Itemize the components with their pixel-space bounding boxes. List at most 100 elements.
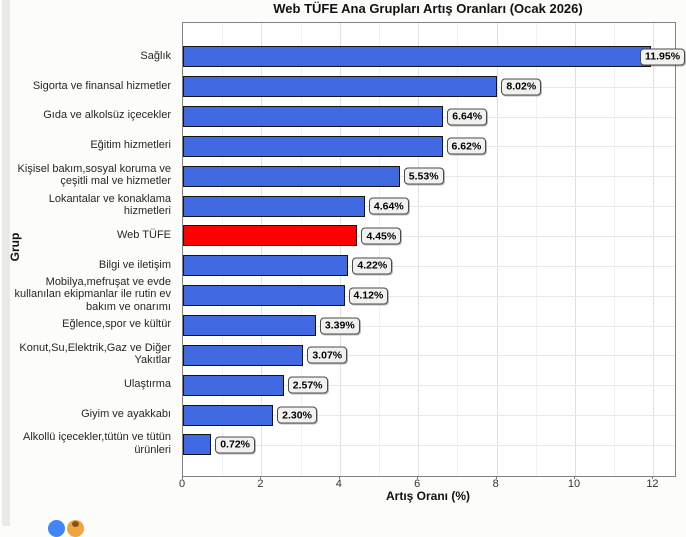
bar-row: 0.72% [183,430,675,460]
chart-title: Web TÜFE Ana Grupları Artış Oranları (Oc… [273,1,583,16]
category-gridline [183,236,675,238]
bar [183,285,345,307]
bar [183,255,349,277]
category-gridline [183,385,675,387]
bar [183,165,400,187]
value-label: 8.02% [501,78,542,96]
minor-gridline [614,23,616,476]
x-tick-label: 2 [257,478,264,490]
x-tick-label: 10 [567,478,581,490]
bar-row: 2.57% [183,370,675,400]
category-label: Sağlık [140,49,171,62]
x-tick-label: 8 [492,478,499,490]
x-tick-mark [417,476,419,479]
orange-circle-icon [67,520,84,537]
category-label: Ulaştırma [123,378,171,391]
bar [183,46,652,68]
y-axis-category-labels: Sağlık Sigorta ve finansal hizmetler Gıda … [0,22,176,475]
value-label: 4.45% [361,227,402,245]
category-label: Bilgi ve iletişim [98,258,171,271]
plot-area: 11.95% 8.02% 6.64% 6.62% 5.53% 4.64% 4.45% 4.22… [182,22,686,477]
x-tick-mark [652,476,654,479]
value-label: 4.22% [352,257,393,275]
value-label: 5.53% [403,167,444,185]
bar-row: 4.64% [183,191,675,221]
major-gridline [575,23,577,476]
category-label: Sigorta ve finansal hizmetler [32,79,171,92]
bar [183,135,443,157]
category-gridline [183,295,675,297]
category-label: Gıda ve alkolsüz içecekler [43,109,171,122]
value-label: 2.57% [287,376,328,394]
bar-row: 2.30% [183,400,675,430]
minor-gridline [457,23,459,476]
value-label: 6.62% [446,137,487,155]
orange-circle-icon-accent [72,521,79,527]
x-tick-mark [574,476,576,479]
category-label: Giyim ve ayakkabı [81,407,171,420]
x-tick-label: 6 [414,478,421,490]
category-label: Eğlence,spor ve kültür [62,318,171,331]
bar-row: 11.95% [183,42,686,72]
bar-row: 3.07% [183,341,675,371]
major-gridline [261,23,263,476]
bar [183,195,365,217]
category-gridline [183,325,675,327]
bar [183,434,212,456]
category-gridline [183,265,675,267]
bar [183,404,274,426]
value-label: 3.39% [319,317,360,335]
x-tick-label: 4 [335,478,342,490]
value-label: 6.64% [447,108,488,126]
minor-gridline [222,23,224,476]
category-label: Web TÜFE [117,228,171,241]
bar-row: 3.39% [183,311,675,341]
category-gridline [183,355,675,357]
category-label: Eğitim hizmetleri [90,139,171,152]
category-label: Lokantalar ve konaklama hizmetleri [48,192,171,218]
category-gridline [183,415,675,417]
major-gridline [496,23,498,476]
bar [183,106,444,128]
bar-chart-figure: Web TÜFE Ana Grupları Artış Oranları (Oc… [0,1,686,503]
minor-gridline [300,23,302,476]
bar [183,344,304,366]
x-axis-title: Artış Oranı (%) [385,489,470,503]
bar-row: 4.12% [183,281,675,311]
highlighted-bar [183,225,358,247]
value-label: 4.12% [348,287,389,305]
bar [183,374,284,396]
value-label: 4.64% [368,197,409,215]
minor-gridline [379,23,381,476]
category-gridline [183,444,675,446]
category-label: Konut,Su,Elektrik,Gaz ve Diğer Yakıtlar [19,341,171,367]
page-left-edge [2,0,10,526]
major-gridline [339,23,341,476]
category-label: Kişisel bakım,sosyal koruma ve çeşitli m… [17,162,171,188]
category-gridline [183,206,675,208]
x-tick-mark [338,476,340,479]
x-tick-mark [495,476,497,479]
minor-gridline [535,23,537,476]
major-gridline [653,23,655,476]
bar-row: 6.62% [183,132,675,162]
blue-circle-icon [48,520,65,537]
value-label: 11.95% [640,48,686,66]
bar-row: 5.53% [183,161,675,191]
bar [183,315,316,337]
value-label: 2.30% [277,406,317,424]
bar [183,76,498,98]
bar-row: 6.64% [183,102,675,132]
bar-row: 8.02% [183,72,675,102]
bar-row: 4.45% [183,221,675,251]
value-label: 3.07% [307,346,348,364]
major-gridline [418,23,420,476]
category-label: Alkollü içecekler,tütün ve tütün ürünler… [23,431,171,456]
x-tick-label: 12 [646,478,659,490]
value-label: 0.72% [215,436,255,454]
x-tick-label: 0 [178,478,186,490]
x-tick-mark [260,476,262,479]
bar-row: 4.22% [183,251,675,281]
x-tick-mark [182,476,183,479]
category-label: Mobilya,mefruşat ve evde kullanılan ekip… [14,275,171,313]
